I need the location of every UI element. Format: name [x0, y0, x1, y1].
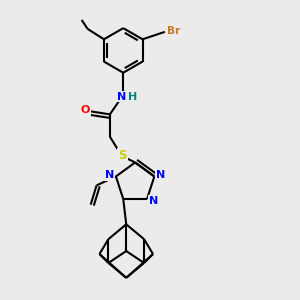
Text: N: N	[156, 170, 166, 180]
Text: S: S	[118, 149, 127, 162]
Text: N: N	[117, 92, 126, 101]
Text: N: N	[149, 196, 158, 206]
Text: H: H	[128, 92, 137, 101]
Text: O: O	[80, 105, 90, 115]
Text: Br: Br	[167, 26, 180, 36]
Text: N: N	[105, 170, 114, 180]
